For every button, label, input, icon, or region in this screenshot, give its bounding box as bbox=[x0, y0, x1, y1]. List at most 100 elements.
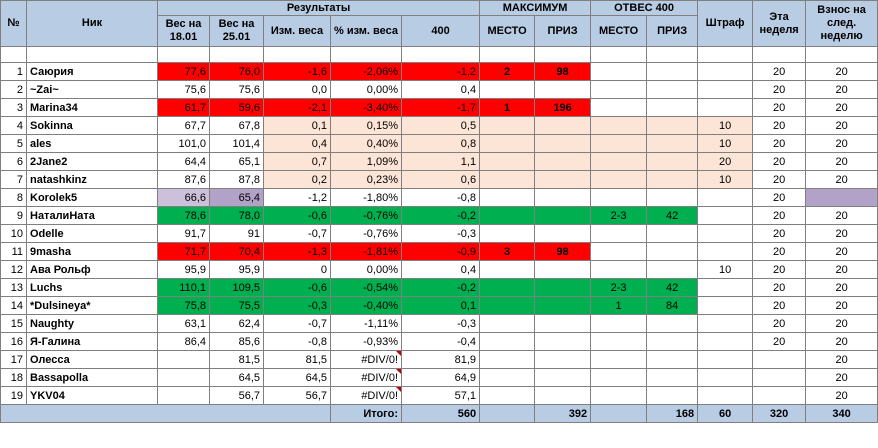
row-penalty[interactable] bbox=[697, 206, 754, 225]
row-otves-place[interactable] bbox=[590, 134, 648, 153]
row-penalty[interactable] bbox=[697, 296, 754, 315]
row-penalty[interactable] bbox=[697, 332, 754, 351]
empty-cell[interactable] bbox=[646, 46, 699, 63]
row-penalty[interactable]: 10 bbox=[697, 116, 754, 135]
row-otves-place[interactable]: 1 bbox=[590, 296, 648, 315]
row-weight-1801[interactable]: 101,0 bbox=[157, 134, 210, 153]
row-penalty[interactable] bbox=[697, 188, 754, 207]
header-next-week[interactable]: Взнос на след. неделю bbox=[805, 0, 878, 47]
totals-blank[interactable] bbox=[0, 404, 331, 423]
row-weight-pct[interactable]: 0,00% bbox=[330, 80, 402, 99]
row-week[interactable]: 20 bbox=[752, 206, 807, 225]
row-weight-pct[interactable]: -2,06% bbox=[330, 62, 402, 81]
row-penalty[interactable] bbox=[697, 242, 754, 261]
row-400[interactable]: -0,9 bbox=[400, 242, 481, 261]
row-otves-place[interactable] bbox=[590, 98, 648, 117]
row-penalty[interactable]: 20 bbox=[697, 152, 754, 171]
row-week[interactable]: 20 bbox=[752, 242, 807, 261]
row-otves-prize[interactable]: 42 bbox=[646, 206, 699, 225]
row-nick[interactable]: Marina34 bbox=[26, 98, 158, 117]
row-max-place[interactable] bbox=[479, 188, 536, 207]
row-otves-prize[interactable] bbox=[646, 62, 699, 81]
row-penalty[interactable] bbox=[697, 278, 754, 297]
empty-cell[interactable] bbox=[752, 46, 807, 63]
row-max-prize[interactable]: 98 bbox=[534, 242, 592, 261]
row-max-place[interactable] bbox=[479, 368, 536, 387]
row-weight-2501[interactable]: 109,5 bbox=[209, 278, 264, 297]
row-weight-pct[interactable]: -0,54% bbox=[330, 278, 402, 297]
row-weight-change[interactable]: -2,1 bbox=[263, 98, 331, 117]
row-week[interactable] bbox=[752, 368, 807, 387]
row-otves-prize[interactable] bbox=[646, 386, 699, 405]
row-weight-change[interactable]: 0,4 bbox=[263, 134, 331, 153]
row-otves-place[interactable] bbox=[590, 62, 648, 81]
row-weight-pct[interactable]: 0,15% bbox=[330, 116, 402, 135]
row-nick[interactable]: Ава Рольф bbox=[26, 260, 158, 279]
row-index[interactable]: 5 bbox=[0, 134, 27, 153]
row-weight-pct[interactable]: -0,76% bbox=[330, 224, 402, 243]
header-400[interactable]: 400 bbox=[400, 15, 481, 47]
row-max-place[interactable] bbox=[479, 386, 536, 405]
row-next-week[interactable]: 20 bbox=[805, 152, 878, 171]
row-max-place[interactable] bbox=[479, 296, 536, 315]
row-week[interactable]: 20 bbox=[752, 134, 807, 153]
empty-cell[interactable] bbox=[805, 46, 878, 63]
row-next-week[interactable]: 20 bbox=[805, 368, 878, 387]
row-nick[interactable]: Naughty bbox=[26, 314, 158, 333]
row-penalty[interactable] bbox=[697, 314, 754, 333]
row-otves-place[interactable] bbox=[590, 152, 648, 171]
row-max-place[interactable] bbox=[479, 260, 536, 279]
row-otves-place[interactable] bbox=[590, 332, 648, 351]
header-penalty[interactable]: Штраф bbox=[697, 0, 754, 47]
empty-cell[interactable] bbox=[263, 46, 331, 63]
row-nick[interactable]: Олесса bbox=[26, 350, 158, 369]
row-400[interactable]: 81,9 bbox=[400, 350, 481, 369]
row-max-prize[interactable] bbox=[534, 170, 592, 189]
row-week[interactable]: 20 bbox=[752, 260, 807, 279]
row-400[interactable]: 0,6 bbox=[400, 170, 481, 189]
row-index[interactable]: 1 bbox=[0, 62, 27, 81]
empty-cell[interactable] bbox=[209, 46, 264, 63]
row-400[interactable]: 57,1 bbox=[400, 386, 481, 405]
row-index[interactable]: 4 bbox=[0, 116, 27, 135]
row-otves-prize[interactable] bbox=[646, 350, 699, 369]
row-weight-2501[interactable]: 65,1 bbox=[209, 152, 264, 171]
row-otves-prize[interactable] bbox=[646, 116, 699, 135]
row-weight-1801[interactable]: 67,7 bbox=[157, 116, 210, 135]
row-otves-prize[interactable] bbox=[646, 80, 699, 99]
row-weight-1801[interactable]: 86,4 bbox=[157, 332, 210, 351]
row-max-place[interactable] bbox=[479, 116, 536, 135]
row-max-prize[interactable] bbox=[534, 116, 592, 135]
row-index[interactable]: 14 bbox=[0, 296, 27, 315]
row-weight-pct[interactable]: 0,40% bbox=[330, 134, 402, 153]
row-weight-1801[interactable]: 66,6 bbox=[157, 188, 210, 207]
row-index[interactable]: 15 bbox=[0, 314, 27, 333]
row-index[interactable]: 17 bbox=[0, 350, 27, 369]
row-weight-pct[interactable]: #DIV/0! bbox=[330, 386, 402, 405]
row-next-week[interactable]: 20 bbox=[805, 242, 878, 261]
row-weight-pct[interactable]: 0,23% bbox=[330, 170, 402, 189]
row-week[interactable]: 20 bbox=[752, 62, 807, 81]
row-week[interactable]: 20 bbox=[752, 152, 807, 171]
row-otves-place[interactable] bbox=[590, 386, 648, 405]
row-week[interactable]: 20 bbox=[752, 224, 807, 243]
row-index[interactable]: 11 bbox=[0, 242, 27, 261]
row-max-prize[interactable] bbox=[534, 206, 592, 225]
row-next-week[interactable]: 20 bbox=[805, 170, 878, 189]
row-weight-pct[interactable]: -0,40% bbox=[330, 296, 402, 315]
row-otves-prize[interactable]: 42 bbox=[646, 278, 699, 297]
row-max-place[interactable] bbox=[479, 314, 536, 333]
row-next-week[interactable]: 20 bbox=[805, 278, 878, 297]
empty-cell[interactable] bbox=[0, 46, 27, 63]
row-next-week[interactable]: 20 bbox=[805, 116, 878, 135]
row-weight-pct[interactable]: #DIV/0! bbox=[330, 350, 402, 369]
row-weight-1801[interactable]: 61,7 bbox=[157, 98, 210, 117]
row-weight-2501[interactable]: 101,4 bbox=[209, 134, 264, 153]
row-weight-1801[interactable]: 77,6 bbox=[157, 62, 210, 81]
empty-cell[interactable] bbox=[330, 46, 402, 63]
row-max-prize[interactable] bbox=[534, 332, 592, 351]
row-weight-change[interactable]: -1,3 bbox=[263, 242, 331, 261]
row-nick[interactable]: Odelle bbox=[26, 224, 158, 243]
row-400[interactable]: 0,8 bbox=[400, 134, 481, 153]
row-400[interactable]: 0,4 bbox=[400, 80, 481, 99]
